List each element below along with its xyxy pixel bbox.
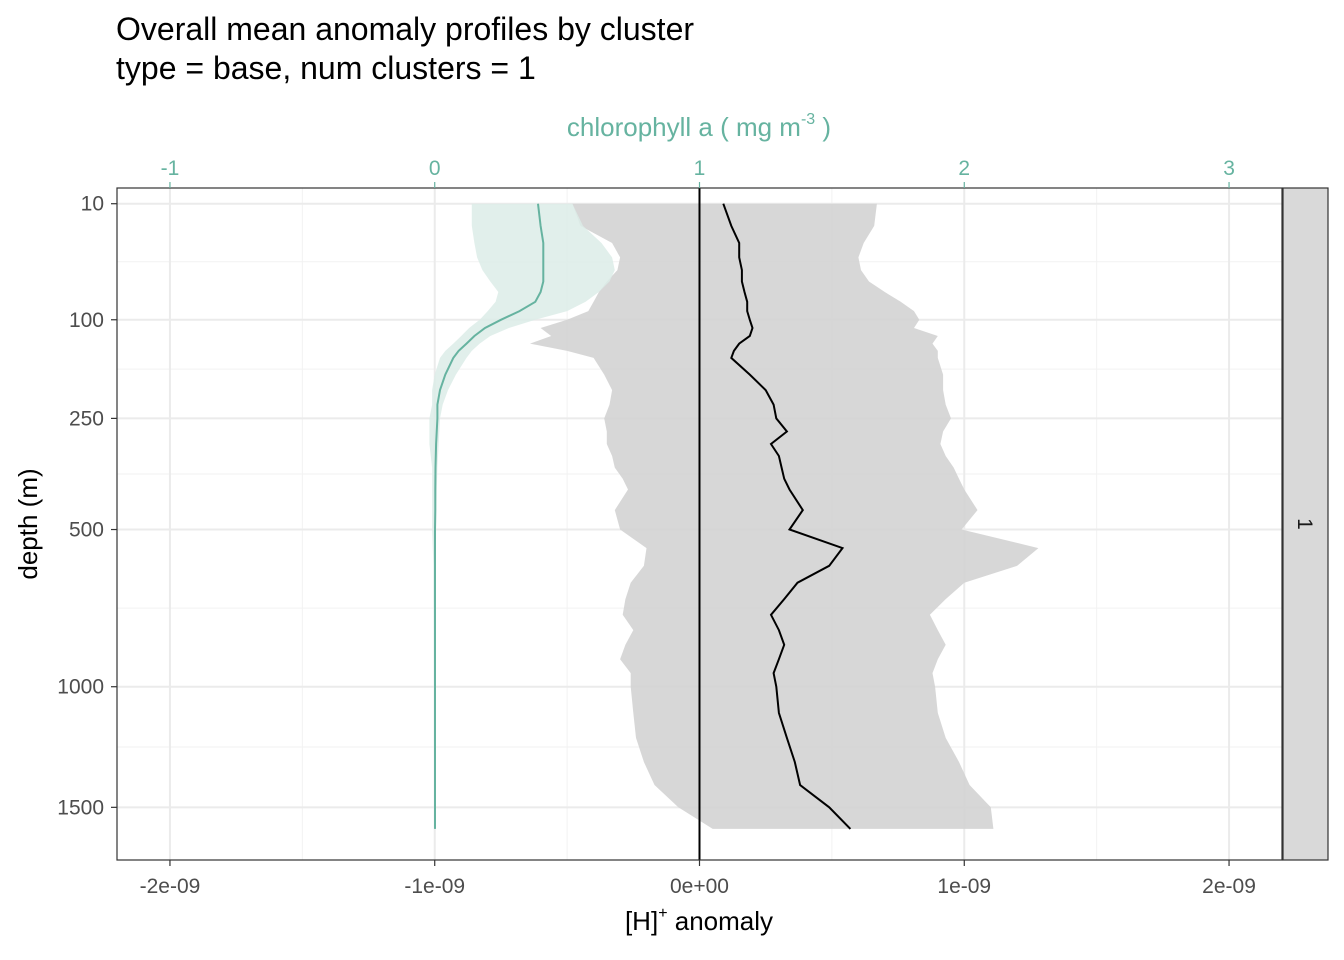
- x2-tick-label: 3: [1223, 157, 1235, 180]
- top-axis-label: chlorophyll a ( mg m-3 ): [567, 111, 831, 142]
- y-tick-label: 250: [69, 407, 104, 430]
- x2-tick-label: 2: [958, 157, 970, 180]
- y-tick-label: 1500: [57, 796, 104, 819]
- facet-label: 1: [1293, 518, 1316, 530]
- chlorophyll_a-line: [434, 203, 545, 829]
- x-tick-label: -1e-09: [404, 875, 465, 898]
- x-axis-top: -1 0 1 2 3: [161, 157, 1235, 188]
- y-axis: 10 100 250 500 1000 1500: [57, 193, 117, 819]
- y-tick-label: 10: [81, 193, 104, 216]
- h_anomaly-line: [722, 203, 852, 830]
- x-axis-label: [H]+ anomaly: [625, 905, 773, 936]
- series-lines: [434, 203, 852, 830]
- x-tick-label: 0e+00: [670, 875, 729, 898]
- facet-strip: [1282, 187, 1329, 861]
- chlorophyll_a-ribbon: [429, 203, 615, 829]
- x-tick-label: 2e-09: [1202, 875, 1256, 898]
- chart-title: Overall mean anomaly profiles by cluster: [116, 11, 694, 47]
- y-tick-label: 500: [69, 519, 104, 542]
- y-tick-label: 100: [69, 309, 104, 332]
- x2-tick-label: -1: [161, 157, 180, 180]
- x-axis-bottom: -2e-09 -1e-09 0e+00 1e-09 2e-09: [140, 860, 1256, 898]
- x-tick-label: 1e-09: [937, 875, 991, 898]
- h_anomaly-ribbon: [530, 203, 1039, 829]
- x2-tick-label: 0: [429, 157, 441, 180]
- x2-tick-label: 1: [694, 157, 706, 180]
- y-tick-label: 1000: [57, 676, 104, 699]
- x-tick-label: -2e-09: [140, 875, 201, 898]
- ribbons: [429, 203, 1039, 829]
- y-axis-label: depth (m): [13, 468, 43, 579]
- chart-subtitle: type = base, num clusters = 1: [116, 50, 536, 86]
